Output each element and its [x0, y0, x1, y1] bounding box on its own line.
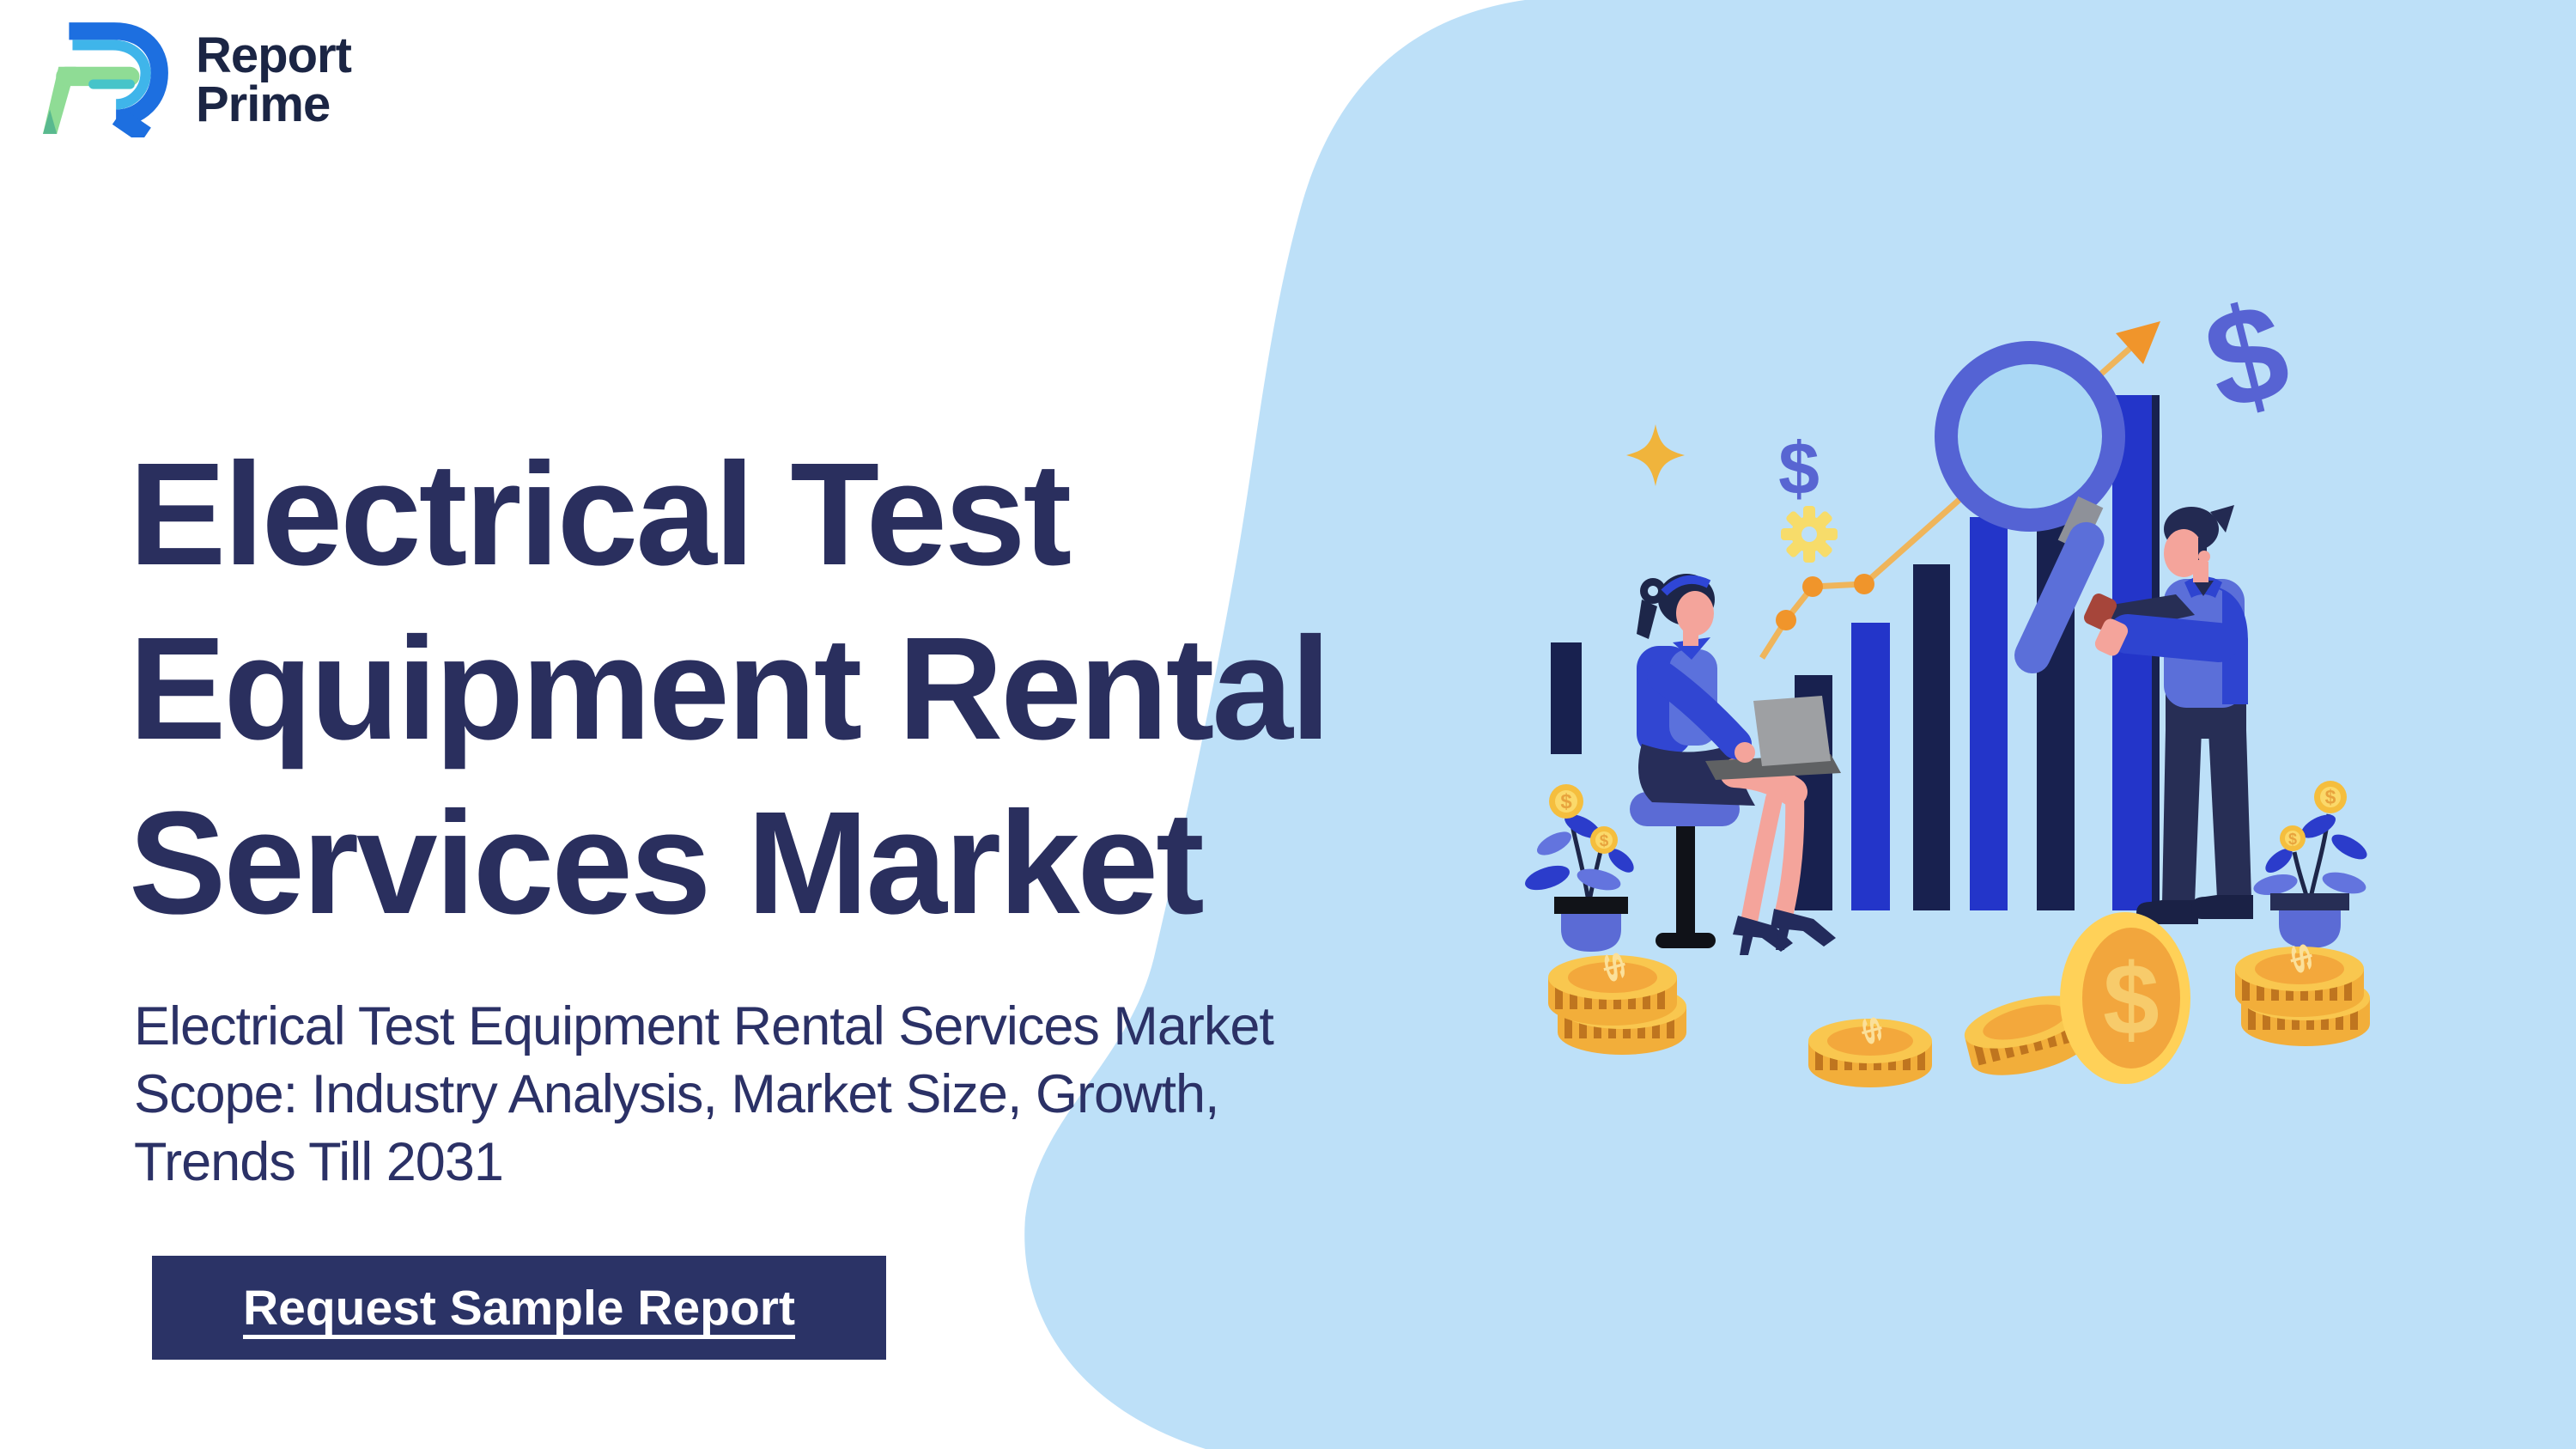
- bar: [1913, 564, 1950, 910]
- man-researcher: [2014, 496, 2253, 924]
- coin-stack-left: $: [1548, 948, 1686, 1055]
- coin-dollar: $: [2288, 831, 2297, 848]
- page-title: Electrical Test Equipment Rental Service…: [129, 428, 1331, 951]
- trend-dot: [1776, 610, 1796, 630]
- coin-dollar: $: [2103, 943, 2160, 1056]
- page-subtitle: Electrical Test Equipment Rental Service…: [134, 993, 1274, 1196]
- request-sample-report-button[interactable]: Request Sample Report: [152, 1256, 886, 1360]
- request-sample-report-label: Request Sample Report: [243, 1280, 795, 1336]
- big-coin: $: [2060, 912, 2190, 1084]
- coin-single-middle: $: [1808, 1014, 1932, 1087]
- trend-dot: [1802, 576, 1823, 597]
- title-line-2: Equipment Rental: [129, 607, 1331, 770]
- coin-stack-right: $: [2235, 940, 2370, 1046]
- high-heel-shoes: [1733, 909, 1836, 955]
- report-prime-logo-icon: [43, 22, 168, 137]
- trend-dot: [1854, 574, 1874, 594]
- magnifier-icon: [1935, 341, 2125, 532]
- woman-analyst: [1630, 574, 1841, 955]
- sparkle-icon: [1626, 424, 1685, 486]
- coin-dollar: $: [1560, 790, 1572, 813]
- brand-name-line1: Report: [196, 27, 352, 83]
- coin-tilted: [1964, 995, 2092, 1075]
- coin-plant-left: $ $: [1525, 784, 1634, 952]
- bar: [1551, 642, 1582, 754]
- brand-logo: Report Prime: [43, 22, 352, 137]
- man-shoes: [2136, 895, 2253, 924]
- bar: [1970, 517, 2008, 910]
- brand-name: Report Prime: [196, 22, 352, 132]
- title-line-3: Services Market: [129, 782, 1205, 945]
- bar: [1851, 623, 1890, 910]
- small-dollar-icon: $: [1778, 428, 1820, 510]
- coin-dollar: $: [1600, 832, 1609, 850]
- brand-name-line2: Prime: [196, 76, 331, 132]
- trend-arrow-icon: [2116, 321, 2160, 364]
- title-line-1: Electrical Test: [129, 433, 1072, 596]
- magnifier-handle: [2014, 496, 2105, 674]
- coin-dollar: $: [2325, 786, 2336, 808]
- subtitle-line-3: Trends Till 2031: [134, 1132, 504, 1192]
- coin-plant-right: $ $: [2253, 781, 2367, 948]
- subtitle-line-1: Electrical Test Equipment Rental Service…: [134, 996, 1274, 1056]
- gear-icon: [1781, 506, 1838, 563]
- trend-line: [1759, 321, 2160, 660]
- subtitle-line-2: Scope: Industry Analysis, Market Size, G…: [134, 1064, 1220, 1124]
